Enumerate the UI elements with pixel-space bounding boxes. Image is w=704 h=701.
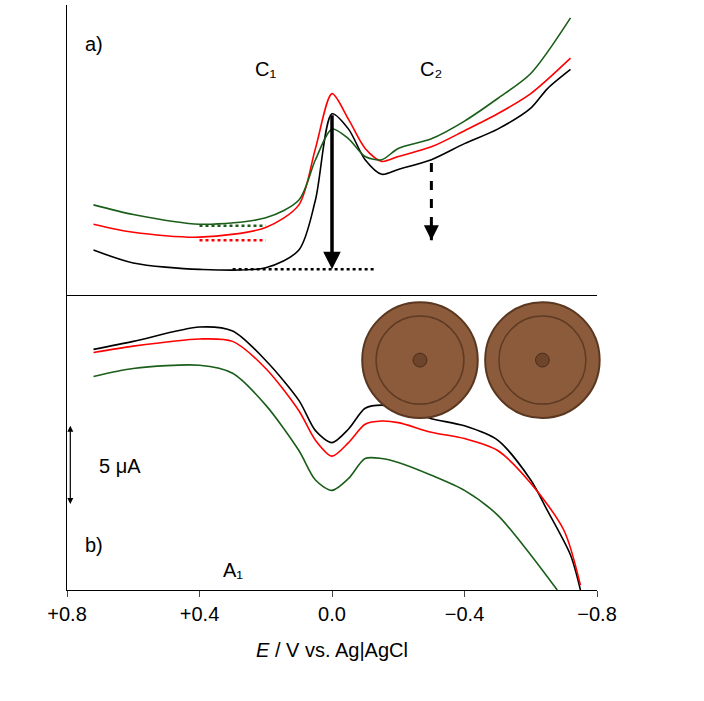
svg-text:a): a) [85,33,103,55]
svg-text:−0.4: −0.4 [445,603,484,625]
svg-text:A₁: A₁ [223,559,243,581]
svg-text:0.0: 0.0 [318,603,346,625]
svg-text:E / V vs. Ag|AgCl: E / V vs. Ag|AgCl [256,639,408,661]
svg-text:−0.8: −0.8 [577,603,616,625]
svg-text:+0.8: +0.8 [47,603,86,625]
svg-text:b): b) [85,534,103,556]
svg-text:5 μA: 5 μA [99,455,141,477]
svg-text:C₂: C₂ [420,58,442,80]
svg-text:+0.4: +0.4 [180,603,219,625]
svg-text:C₁: C₁ [255,58,276,80]
